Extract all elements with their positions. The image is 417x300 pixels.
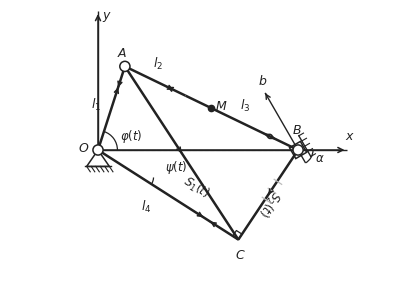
Text: $\psi(t)$: $\psi(t)$ (165, 159, 188, 176)
Text: $l_4$: $l_4$ (141, 199, 152, 215)
Text: $l_2$: $l_2$ (153, 56, 163, 72)
Text: $\alpha$: $\alpha$ (315, 152, 325, 165)
Text: $y$: $y$ (102, 10, 111, 24)
Text: $O$: $O$ (78, 142, 90, 155)
Text: $S_2(t)$: $S_2(t)$ (254, 187, 283, 219)
Text: $S_1(t)$: $S_1(t)$ (180, 173, 212, 202)
Text: $B$: $B$ (291, 124, 301, 137)
Text: $l_3$: $l_3$ (240, 98, 250, 114)
Circle shape (93, 145, 103, 155)
Text: $b$: $b$ (258, 74, 267, 88)
Text: $M$: $M$ (215, 100, 228, 113)
Text: $x$: $x$ (345, 130, 355, 143)
Circle shape (293, 145, 303, 155)
Text: $C$: $C$ (234, 248, 245, 262)
Text: $l_1$: $l_1$ (91, 97, 101, 113)
Circle shape (120, 61, 130, 71)
Text: $A$: $A$ (117, 47, 127, 60)
Text: $\varphi(t)$: $\varphi(t)$ (121, 128, 143, 145)
